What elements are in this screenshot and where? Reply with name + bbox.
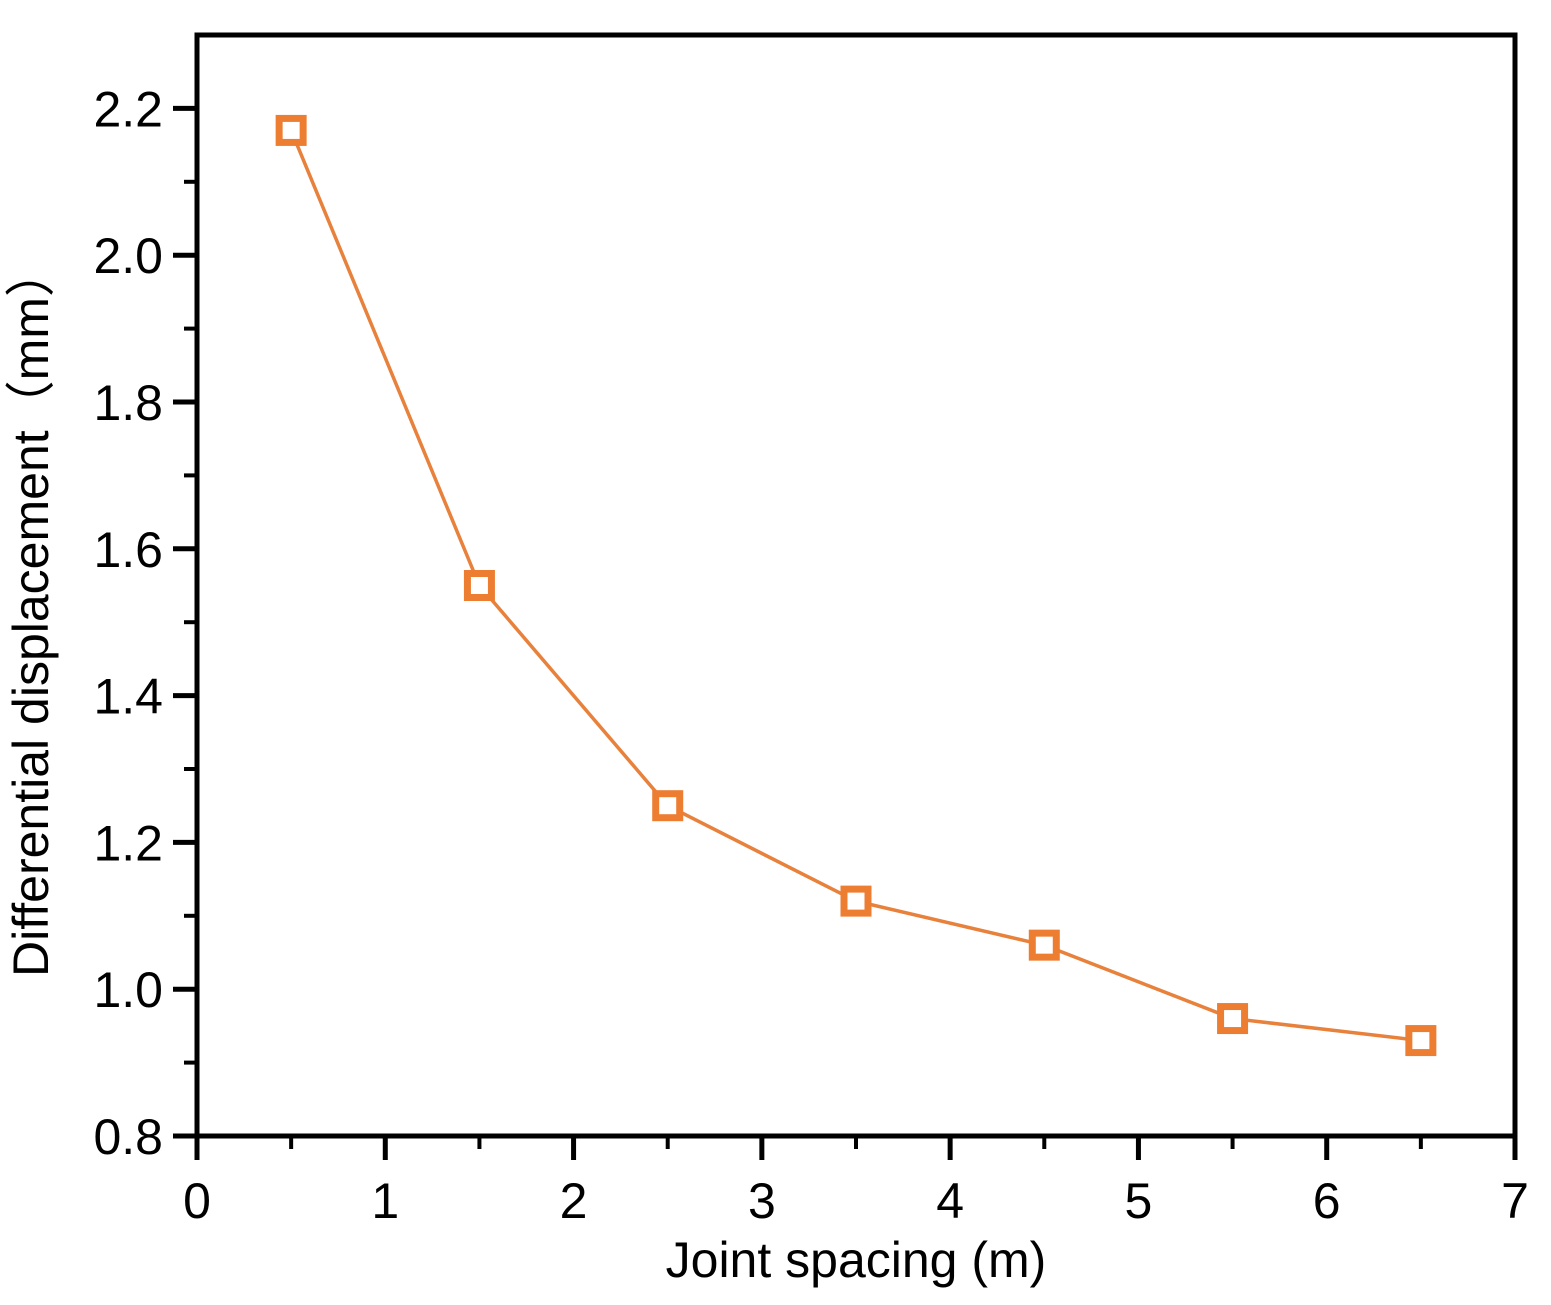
y-tick-label: 1.8 xyxy=(93,375,163,431)
x-tick-label: 1 xyxy=(371,1173,399,1229)
x-tick-label: 5 xyxy=(1125,1173,1153,1229)
x-tick-label: 2 xyxy=(560,1173,588,1229)
data-series xyxy=(275,114,1437,1057)
y-axis-title: Differential displacement（mm） xyxy=(3,247,59,977)
x-tick-label: 4 xyxy=(936,1173,964,1229)
x-tick-label: 7 xyxy=(1501,1173,1529,1229)
x-tick-label: 0 xyxy=(183,1173,211,1229)
data-point-marker xyxy=(463,570,495,601)
x-axis-title: Joint spacing (m) xyxy=(666,1232,1047,1288)
data-point-marker xyxy=(652,790,684,822)
y-tick-label: 1.2 xyxy=(93,815,163,871)
y-tick-label: 1.0 xyxy=(93,962,163,1018)
y-tick-label: 2.2 xyxy=(93,81,163,137)
data-point-marker xyxy=(275,114,307,146)
data-point-marker xyxy=(840,885,872,917)
data-point-marker xyxy=(1405,1025,1437,1057)
plot-border xyxy=(194,32,1518,1139)
x-tick-label: 3 xyxy=(748,1173,776,1229)
y-tick-label: 2.0 xyxy=(93,228,163,284)
data-point-marker xyxy=(1217,1003,1249,1035)
y-tick-label: 0.8 xyxy=(93,1109,163,1165)
x-tick-label: 6 xyxy=(1313,1173,1341,1229)
axis-ticks: 0 1 2 3 4 5 6 7 0.8 1.0 1.2 1.4 1.6 1.8 2.0 2.2 xyxy=(93,81,1528,1229)
data-point-marker xyxy=(1028,929,1060,961)
y-tick-label: 1.6 xyxy=(93,522,163,578)
y-tick-label: 1.4 xyxy=(93,669,163,725)
